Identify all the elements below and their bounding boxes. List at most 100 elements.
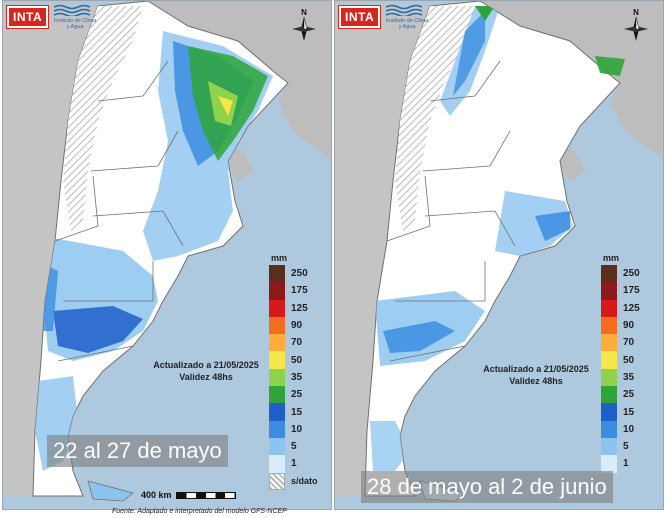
scale-label: 400 km [141, 490, 172, 500]
inta-logo: INTA [339, 6, 381, 28]
legend-label: 15 [291, 406, 303, 418]
map-panel-right: INTA Instituto de Clima y Agua N mm 250 1… [334, 0, 664, 510]
legend-class: 35 [269, 368, 329, 387]
legend-no-data: s/dato [269, 472, 329, 490]
scale-bar-graphic [175, 491, 236, 499]
legend-class: 50 [269, 351, 329, 369]
legend-class: 70 [269, 334, 329, 352]
compass-north: N [633, 8, 639, 17]
legend-swatch [269, 368, 285, 387]
legend-label: 15 [623, 406, 635, 418]
legend-swatch [269, 420, 285, 438]
legend-label: 125 [623, 302, 640, 314]
legend-swatch [601, 351, 617, 369]
legend-label: 70 [291, 337, 303, 349]
institute-name: Instituto de Clima y Agua [53, 18, 97, 30]
precipitation-map-right [335, 1, 663, 502]
update-info-right: Actualizado a 21/05/2025 Validez 48hs [471, 363, 601, 387]
legend-swatch [601, 455, 617, 473]
logo-group: INTA Instituto de Clima y Agua [339, 4, 430, 30]
legend-class: 10 [601, 420, 661, 438]
legend-class: 175 [601, 282, 661, 300]
legend-rows: 250 175 125 90 70 50 35 25 15 10 5 1 [601, 265, 661, 473]
inta-logo: INTA [7, 6, 49, 28]
legend-class: 10 [269, 420, 329, 438]
legend-class: 15 [269, 403, 329, 421]
legend-swatch [601, 282, 617, 300]
legend-class: 35 [601, 368, 661, 387]
legend-unit: mm [603, 253, 620, 263]
legend-label: 1 [291, 458, 297, 470]
map-panel-left: INTA Instituto de Clima y Agua N mm 250 1… [2, 0, 332, 510]
legend-label: 35 [623, 371, 635, 383]
legend-swatch [269, 316, 285, 335]
legend-label: 50 [291, 354, 303, 366]
logo-group: INTA Instituto de Clima y Agua [7, 4, 98, 30]
legend-label: 35 [291, 371, 303, 383]
legend-swatch [269, 282, 285, 300]
legend-label: 5 [291, 441, 297, 453]
waves-icon [53, 4, 91, 18]
legend-swatch [601, 437, 617, 456]
legend-swatch [269, 403, 285, 421]
legend-label: 175 [623, 285, 640, 297]
legend-class: 250 [601, 265, 661, 283]
legend-label: 50 [623, 354, 635, 366]
validity-text: Validez 48hs [509, 376, 563, 386]
legend-label: 250 [623, 268, 640, 280]
legend-class: 125 [601, 299, 661, 317]
legend-class: 5 [269, 437, 329, 456]
legend-label: 25 [623, 389, 635, 401]
legend-label: 25 [291, 389, 303, 401]
legend-label: 1 [623, 458, 629, 470]
legend-class: 50 [601, 351, 661, 369]
legend-label: 90 [623, 320, 635, 332]
compass-north: N [301, 8, 307, 17]
updated-text: Actualizado a 21/05/2025 [483, 364, 589, 374]
period-label-right: 28 de mayo al 2 de junio [361, 471, 613, 503]
legend-class: 90 [269, 316, 329, 335]
legend-right: mm 250 175 125 90 70 50 35 25 15 10 5 1 [601, 253, 661, 473]
legend-swatch [601, 403, 617, 421]
waves-icon [385, 4, 423, 18]
legend-swatch [601, 299, 617, 317]
legend-rows: 250 175 125 90 70 50 35 25 15 10 5 1 [269, 265, 329, 473]
updated-text: Actualizado a 21/05/2025 [153, 360, 259, 370]
legend-swatch [269, 265, 285, 283]
legend-label: 90 [291, 320, 303, 332]
legend-class: 175 [269, 282, 329, 300]
source-note: Fuente: Adaptado e interpretado del mode… [112, 508, 287, 515]
legend-no-data-swatch [269, 472, 285, 490]
period-label-left: 22 al 27 de mayo [47, 435, 228, 467]
legend-class: 250 [269, 265, 329, 283]
legend-swatch [269, 455, 285, 473]
legend-label: 5 [623, 441, 629, 453]
legend-class: 125 [269, 299, 329, 317]
precipitation-map-left [3, 1, 331, 502]
legend-swatch [269, 299, 285, 317]
legend-swatch [269, 334, 285, 352]
compass-rose-icon: N [292, 8, 316, 41]
update-info-left: Actualizado a 21/05/2025 Validez 48hs [141, 359, 271, 383]
neighbor-land-northeast [133, 1, 331, 160]
legend-unit: mm [271, 253, 288, 263]
legend-swatch [601, 386, 617, 404]
legend-no-data-label: s/dato [291, 476, 318, 487]
legend-swatch [269, 386, 285, 404]
scale-bar: 400 km [141, 490, 236, 500]
validity-text: Validez 48hs [179, 372, 233, 382]
legend-swatch [601, 265, 617, 283]
compass-rose-icon: N [624, 8, 648, 41]
legend-class: 1 [601, 455, 661, 473]
legend-class: 5 [601, 437, 661, 456]
neighbor-land-chile [3, 1, 98, 496]
legend-class: 70 [601, 334, 661, 352]
legend-swatch [601, 334, 617, 352]
legend-swatch [269, 437, 285, 456]
legend-label: 10 [623, 423, 635, 435]
legend-left: mm 250 175 125 90 70 50 35 25 15 10 5 1 s/dato [269, 253, 329, 490]
institute-logo: Instituto de Clima y Agua [52, 4, 98, 30]
legend-label: 70 [623, 337, 635, 349]
legend-swatch [601, 368, 617, 387]
no-data-area [63, 6, 143, 231]
